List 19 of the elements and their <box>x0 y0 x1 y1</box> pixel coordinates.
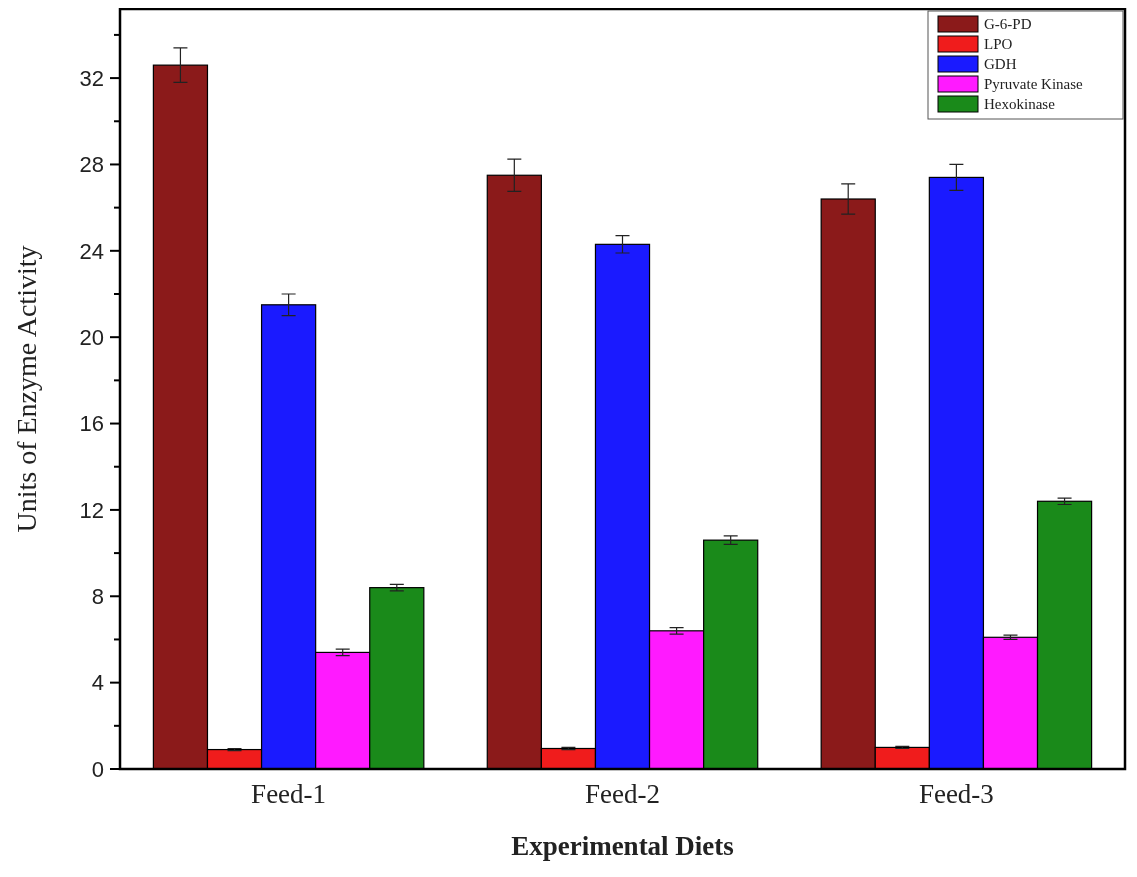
x-tick-label: Feed-3 <box>918 779 994 809</box>
y-tick-label: 32 <box>79 65 104 91</box>
x-tick-label: Feed-2 <box>585 779 660 809</box>
y-tick-label: 12 <box>79 497 104 523</box>
y-tick-label: 0 <box>91 756 104 782</box>
x-axis-title: Experimental Diets <box>511 831 734 861</box>
legend-label: G-6-PD <box>984 16 1032 33</box>
y-tick-label: 24 <box>79 238 104 264</box>
y-tick-label: 16 <box>79 411 104 437</box>
legend-label: Hexokinase <box>984 96 1056 113</box>
y-axis-title: Units of Enzyme Activity <box>11 245 42 533</box>
legend-label: LPO <box>984 36 1013 53</box>
y-tick-label: 20 <box>79 324 104 350</box>
y-tick-label: 4 <box>91 670 104 696</box>
legend-label: GDH <box>984 56 1017 73</box>
y-tick-label: 28 <box>79 152 104 178</box>
y-tick-label: 8 <box>91 583 104 609</box>
x-tick-label: Feed-1 <box>251 779 327 809</box>
legend-label: Pyruvate Kinase <box>984 76 1084 93</box>
